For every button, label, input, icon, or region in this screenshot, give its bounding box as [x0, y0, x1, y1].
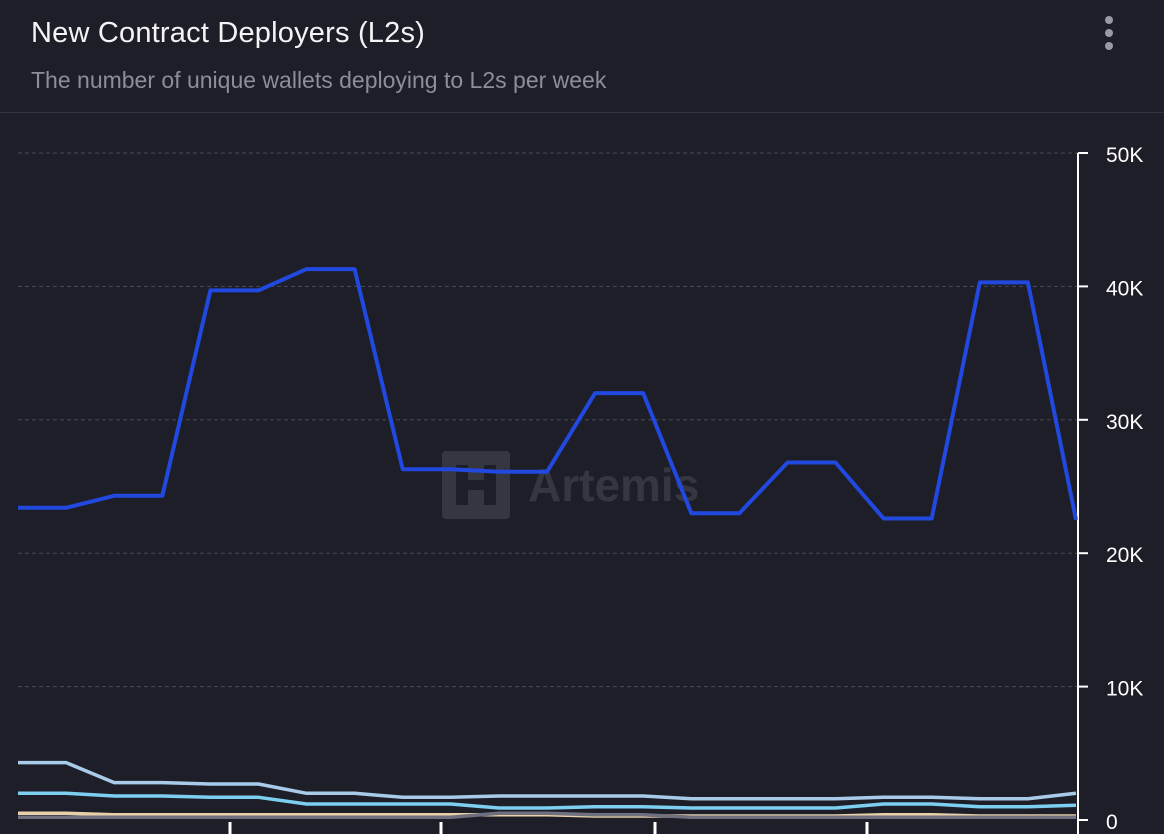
- watermark-text: Artemis: [528, 459, 700, 511]
- series-line-4: [18, 811, 1076, 820]
- y-tick-label: 0: [1106, 811, 1118, 834]
- chart-area: Artemis 0 10K 20K 30K 40K 50K: [0, 113, 1164, 834]
- y-tick-label: 30K: [1106, 411, 1143, 434]
- line-chart: 0 10K 20K 30K 40K 50K: [18, 144, 1143, 834]
- chart-header: New Contract Deployers (L2s) The number …: [0, 0, 1164, 113]
- chart-title: New Contract Deployers (L2s): [31, 17, 426, 49]
- series-line-1: [18, 760, 1077, 801]
- y-tick-label: 10K: [1106, 678, 1143, 701]
- chart-subtitle: The number of unique wallets deploying t…: [31, 67, 607, 93]
- series-line-0: [18, 267, 1078, 521]
- more-vertical-icon[interactable]: [1094, 14, 1126, 54]
- y-tick-label: 20K: [1106, 544, 1143, 567]
- y-tick-label: 50K: [1106, 144, 1143, 167]
- series-line-2: [18, 791, 1077, 810]
- y-tick-label: 40K: [1106, 277, 1143, 300]
- artemis-logo-icon: [442, 451, 510, 519]
- watermark: Artemis: [442, 451, 699, 519]
